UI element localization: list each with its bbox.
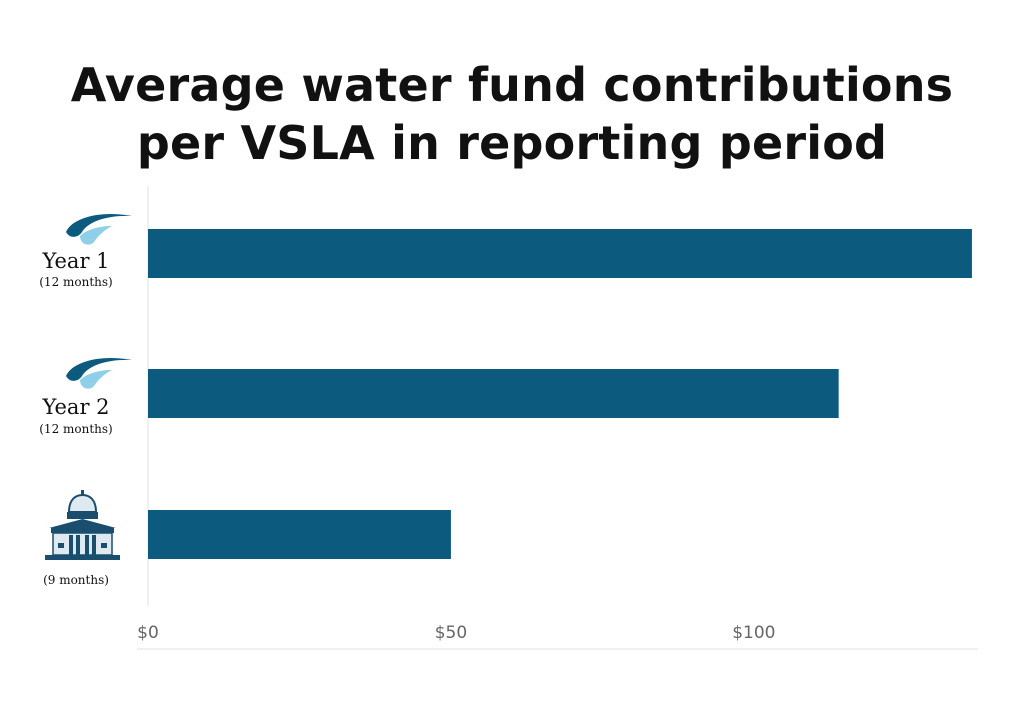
bar-chart: Year 1 (12 months) Year 2 (12 months) (9… <box>0 0 1024 704</box>
x-tick-label: $100 <box>732 623 775 643</box>
x-tick-label: $50 <box>435 623 467 643</box>
bar-year-2 <box>148 369 839 418</box>
category-sublabel-year-2: (12 months) <box>39 422 113 436</box>
water-drop-logo-icon <box>66 358 132 389</box>
bar-year-1 <box>148 229 972 278</box>
government-building-icon <box>45 490 120 560</box>
water-drop-logo-icon <box>66 214 132 245</box>
category-sublabel-9-months: (9 months) <box>43 573 109 587</box>
category-label-year-2: Year 2 <box>41 395 109 419</box>
category-sublabel-year-1: (12 months) <box>39 275 113 289</box>
x-tick-label: $0 <box>137 623 159 643</box>
category-label-year-1: Year 1 <box>41 249 109 273</box>
bar-9-months <box>148 510 451 559</box>
